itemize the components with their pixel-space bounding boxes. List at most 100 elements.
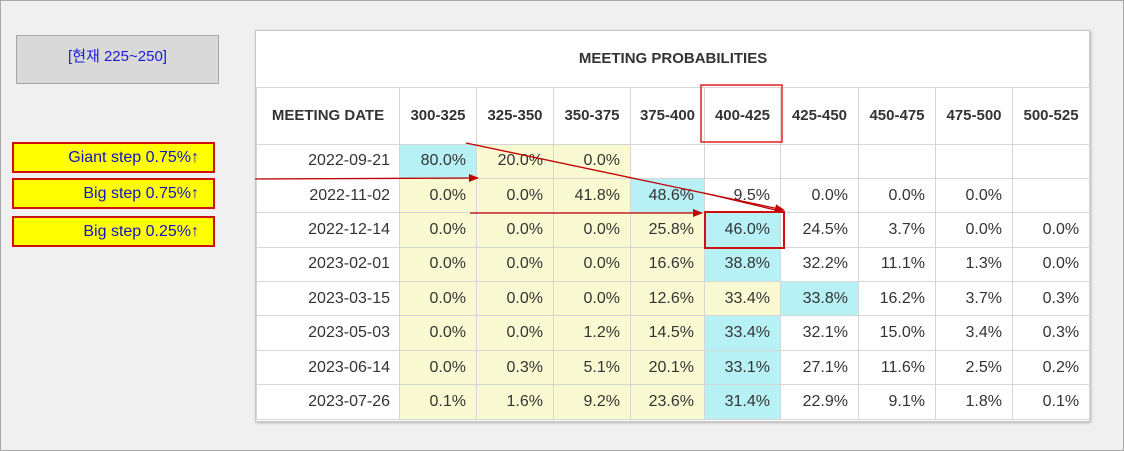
meeting-probabilities-panel: MEETING PROBABILITIES MEETING DATE 300-32… <box>255 30 1091 422</box>
probability-cell: 38.8% <box>704 246 781 283</box>
probability-cell: 0.0% <box>935 177 1013 214</box>
probability-cell <box>704 143 781 179</box>
probability-cell: 31.4% <box>704 384 781 420</box>
probability-cell: 0.0% <box>399 177 477 214</box>
probability-cell <box>935 143 1013 179</box>
meeting-date-cell: 2022-11-02 <box>256 177 400 214</box>
giant-step-label: Giant step 0.75%↑ <box>12 142 215 173</box>
probability-cell: 0.0% <box>476 177 554 214</box>
probability-table: MEETING PROBABILITIES MEETING DATE 300-32… <box>256 31 1091 420</box>
probability-cell: 33.4% <box>704 281 781 317</box>
probability-cell: 0.0% <box>476 315 554 351</box>
probability-cell: 5.1% <box>553 349 631 386</box>
meeting-date-cell: 2022-09-21 <box>256 143 400 179</box>
table-row: 2022-09-21 80.0% 20.0% 0.0% <box>256 143 1091 179</box>
probability-cell: 0.0% <box>553 143 631 179</box>
table-header-row: MEETING DATE 300-325 325-350 350-375 375-400… <box>256 86 1091 145</box>
column-header-475-500: 475-500 <box>935 86 1013 145</box>
column-header-425-450: 425-450 <box>780 86 859 145</box>
probability-cell: 24.5% <box>780 212 859 248</box>
probability-cell: 0.0% <box>399 246 477 283</box>
probability-cell: 32.2% <box>780 246 859 283</box>
probability-cell: 0.0% <box>399 315 477 351</box>
probability-cell: 22.9% <box>780 384 859 420</box>
probability-cell: 25.8% <box>630 212 705 248</box>
probability-cell: 9.2% <box>553 384 631 420</box>
column-header-meeting-date: MEETING DATE <box>256 86 400 145</box>
probability-cell: 41.8% <box>553 177 631 214</box>
probability-cell: 33.8% <box>780 281 859 317</box>
meeting-date-cell: 2023-05-03 <box>256 315 400 351</box>
probability-cell: 14.5% <box>630 315 705 351</box>
probability-cell: 27.1% <box>780 349 859 386</box>
probability-cell: 0.0% <box>553 281 631 317</box>
probability-cell: 1.6% <box>476 384 554 420</box>
probability-cell: 3.7% <box>858 212 936 248</box>
table-row: 2022-11-02 0.0% 0.0% 41.8% 48.6% 9.5% 0.0% 0.0%… <box>256 177 1091 214</box>
probability-cell: 33.1% <box>704 349 781 386</box>
probability-cell <box>780 143 859 179</box>
table-row: 2023-02-01 0.0% 0.0% 0.0% 16.6% 38.8% 32.2% 11.… <box>256 246 1091 283</box>
probability-cell <box>1011 143 1091 179</box>
probability-cell: 0.0% <box>858 177 936 214</box>
probability-cell: 2.5% <box>935 349 1013 386</box>
meeting-date-cell: 2023-02-01 <box>256 246 400 283</box>
probability-cell: 0.3% <box>476 349 554 386</box>
table-title: MEETING PROBABILITIES <box>256 31 1090 88</box>
probability-cell: 1.2% <box>553 315 631 351</box>
table-row: 2023-06-14 0.0% 0.3% 5.1% 20.1% 33.1% 27.1% 11.… <box>256 349 1091 386</box>
probability-cell: 20.0% <box>476 143 554 179</box>
meeting-date-cell: 2022-12-14 <box>256 212 400 248</box>
big-step-075-label: Big step 0.75%↑ <box>12 178 215 209</box>
current-range-box: [현재 225~250] <box>16 35 219 84</box>
probability-cell: 0.0% <box>399 281 477 317</box>
probability-cell: 0.0% <box>553 212 631 248</box>
meeting-date-cell: 2023-06-14 <box>256 349 400 386</box>
probability-cell <box>630 143 705 179</box>
probability-cell: 15.0% <box>858 315 936 351</box>
probability-cell: 20.1% <box>630 349 705 386</box>
probability-cell: 0.0% <box>553 246 631 283</box>
probability-cell: 32.1% <box>780 315 859 351</box>
probability-cell: 0.0% <box>780 177 859 214</box>
probability-cell: 0.0% <box>1011 246 1091 283</box>
probability-cell: 1.8% <box>935 384 1013 420</box>
table-row: 2023-03-15 0.0% 0.0% 0.0% 12.6% 33.4% 33.8% 16.… <box>256 281 1091 317</box>
probability-cell: 3.7% <box>935 281 1013 317</box>
probability-cell: 1.3% <box>935 246 1013 283</box>
probability-cell: 0.0% <box>935 212 1013 248</box>
probability-cell: 11.6% <box>858 349 936 386</box>
probability-cell: 23.6% <box>630 384 705 420</box>
probability-cell: 0.2% <box>1011 349 1091 386</box>
probability-cell: 0.0% <box>476 246 554 283</box>
column-header-300-325: 300-325 <box>399 86 477 145</box>
column-header-500-525: 500-525 <box>1011 86 1091 145</box>
probability-cell: 9.1% <box>858 384 936 420</box>
big-step-025-label: Big step 0.25%↑ <box>12 216 215 247</box>
current-range-label: [현재 225~250] <box>68 48 167 65</box>
meeting-date-cell: 2023-03-15 <box>256 281 400 317</box>
probability-cell: 0.0% <box>399 212 477 248</box>
probability-cell: 16.2% <box>858 281 936 317</box>
meeting-date-cell: 2023-07-26 <box>256 384 400 420</box>
probability-cell: 0.1% <box>399 384 477 420</box>
column-header-375-400: 375-400 <box>630 86 705 145</box>
probability-cell: 0.0% <box>1011 212 1091 248</box>
probability-cell: 0.0% <box>476 281 554 317</box>
probability-cell: 0.0% <box>399 349 477 386</box>
probability-cell: 12.6% <box>630 281 705 317</box>
column-header-400-425: 400-425 <box>704 86 781 145</box>
column-header-450-475: 450-475 <box>858 86 936 145</box>
probability-cell: 9.5% <box>704 177 781 214</box>
table-row: 2022-12-14 0.0% 0.0% 0.0% 25.8% 46.0% 24.5% 3.7… <box>256 212 1091 248</box>
probability-cell: 0.1% <box>1011 384 1091 420</box>
probability-cell: 0.3% <box>1011 315 1091 351</box>
probability-cell: 11.1% <box>858 246 936 283</box>
column-header-350-375: 350-375 <box>553 86 631 145</box>
table-row: 2023-05-03 0.0% 0.0% 1.2% 14.5% 33.4% 32.1% 15.… <box>256 315 1091 351</box>
probability-cell: 3.4% <box>935 315 1013 351</box>
probability-cell: 0.0% <box>476 212 554 248</box>
probability-cell: 33.4% <box>704 315 781 351</box>
table-row: 2023-07-26 0.1% 1.6% 9.2% 23.6% 31.4% 22.9% 9.1… <box>256 384 1091 420</box>
table-body: 2022-09-21 80.0% 20.0% 0.0% 2022-11-02 0.0% 0.… <box>256 143 1091 420</box>
